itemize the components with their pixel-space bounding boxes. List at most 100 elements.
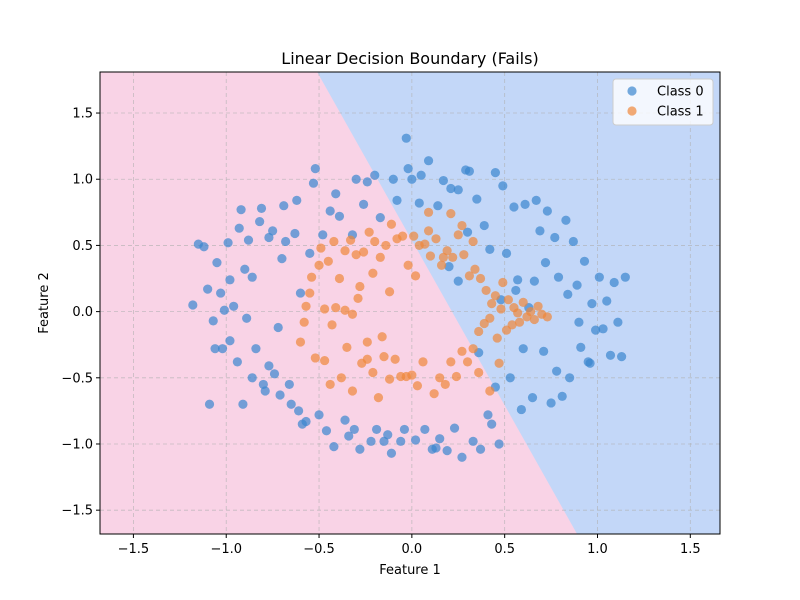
- data-point: [505, 373, 515, 383]
- data-point: [294, 406, 304, 416]
- data-point: [216, 288, 226, 298]
- data-point: [392, 195, 402, 206]
- data-point: [444, 261, 454, 272]
- data-point: [325, 379, 335, 390]
- data-point: [234, 223, 244, 233]
- data-point: [457, 220, 467, 231]
- data-point: [331, 303, 341, 313]
- data-point: [433, 201, 443, 211]
- data-point: [344, 431, 354, 441]
- data-point: [375, 252, 385, 262]
- data-point: [349, 424, 359, 435]
- data-point: [279, 201, 289, 211]
- x-tick-label: 0.5: [494, 542, 515, 557]
- data-point: [485, 386, 495, 396]
- data-point: [299, 317, 309, 327]
- data-point: [275, 390, 285, 400]
- data-point: [514, 317, 525, 327]
- data-point: [264, 361, 274, 371]
- data-point: [340, 415, 350, 425]
- data-point: [546, 398, 556, 408]
- data-point: [399, 424, 410, 435]
- data-point: [418, 357, 428, 367]
- data-point: [472, 194, 482, 204]
- data-point: [223, 238, 233, 248]
- data-point: [518, 344, 528, 354]
- data-point: [247, 373, 257, 383]
- data-point: [260, 386, 270, 396]
- data-point: [533, 301, 543, 311]
- data-point: [442, 446, 452, 456]
- data-point: [520, 199, 530, 209]
- data-point: [225, 275, 235, 285]
- data-point: [459, 250, 469, 260]
- data-point: [320, 304, 330, 314]
- data-point: [217, 344, 228, 354]
- data-point: [403, 260, 413, 270]
- data-point: [613, 317, 623, 327]
- data-point: [203, 284, 213, 294]
- data-point: [572, 280, 582, 290]
- data-point: [384, 287, 395, 297]
- data-point: [295, 288, 306, 298]
- legend-box: [612, 78, 714, 126]
- data-point: [329, 442, 339, 452]
- data-point: [273, 322, 283, 333]
- data-point: [475, 273, 486, 284]
- data-point: [225, 336, 235, 346]
- data-point: [351, 174, 361, 184]
- data-point: [540, 258, 551, 268]
- data-point: [409, 231, 419, 241]
- data-point: [438, 175, 449, 186]
- data-point: [340, 305, 350, 315]
- data-point: [386, 219, 397, 229]
- data-point: [414, 198, 424, 208]
- data-point: [518, 297, 528, 307]
- data-point: [457, 346, 467, 356]
- data-point: [470, 264, 480, 274]
- data-point: [531, 195, 541, 206]
- data-point: [410, 435, 421, 445]
- data-point: [379, 352, 389, 362]
- data-point: [507, 320, 517, 330]
- data-point: [401, 133, 411, 143]
- data-point: [509, 202, 519, 212]
- data-point: [552, 366, 562, 376]
- data-point: [453, 276, 463, 286]
- data-point: [336, 373, 346, 383]
- data-point: [620, 272, 630, 282]
- data-point: [210, 344, 220, 354]
- data-point: [355, 281, 365, 292]
- y-tick-label: −1.0: [61, 437, 93, 452]
- data-point: [370, 170, 380, 180]
- x-tick-label: −0.5: [303, 542, 335, 557]
- data-point: [553, 272, 564, 282]
- data-point: [396, 436, 406, 446]
- x-tick-label: 1.5: [680, 542, 701, 557]
- x-axis-label: Feature 1: [379, 563, 441, 578]
- data-point: [256, 203, 267, 213]
- data-point: [539, 346, 549, 356]
- data-point: [358, 247, 369, 257]
- data-point: [362, 354, 372, 364]
- data-point: [314, 410, 324, 420]
- data-point: [498, 277, 508, 288]
- data-point: [446, 183, 456, 194]
- data-point: [585, 358, 595, 368]
- y-axis-label: Feature 2: [37, 272, 52, 334]
- data-point: [563, 289, 573, 299]
- data-point: [407, 370, 417, 380]
- data-point: [301, 416, 311, 427]
- data-point: [362, 337, 372, 347]
- data-point: [496, 304, 506, 314]
- data-point: [325, 206, 335, 216]
- data-point: [494, 439, 504, 449]
- data-point: [286, 399, 296, 409]
- data-point: [310, 353, 320, 363]
- data-point: [423, 156, 434, 166]
- data-point: [334, 273, 345, 284]
- data-point: [527, 393, 538, 403]
- data-point: [310, 164, 320, 174]
- data-point: [513, 308, 523, 318]
